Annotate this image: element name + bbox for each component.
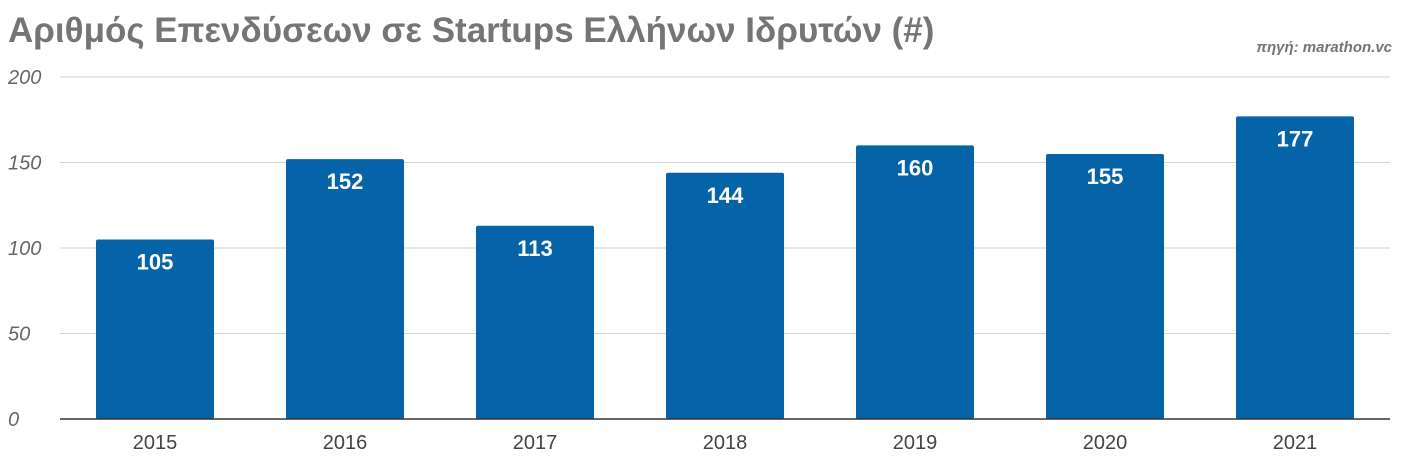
bar-2016 (286, 159, 404, 419)
bar-2019 (856, 145, 974, 419)
bar-2021 (1236, 116, 1354, 419)
data-label-2020: 155 (1087, 164, 1124, 189)
x-tick-label-2017: 2017 (513, 432, 558, 454)
x-tick-label-2020: 2020 (1083, 432, 1128, 454)
x-axis-ticks: 2015 2016 2017 2018 2019 2020 2021 (133, 432, 1318, 454)
data-label-2019: 160 (897, 155, 934, 180)
x-tick-label-2019: 2019 (893, 432, 938, 454)
chart-title: Αριθμός Επενδύσεων σε Startups Ελλήνων Ι… (8, 11, 934, 50)
x-tick-label-2015: 2015 (133, 432, 178, 454)
bar-2018 (666, 172, 784, 419)
data-label-2017: 113 (517, 236, 553, 261)
bar-2015 (96, 239, 214, 419)
bar-2020 (1046, 153, 1164, 419)
chart-source: πηγή: marathon.vc (1256, 39, 1392, 56)
y-axis-ticks: 0 50 100 150 200 (7, 67, 41, 431)
data-label-2021: 177 (1277, 126, 1314, 151)
y-tick-label: 150 (8, 153, 41, 175)
y-tick-label: 50 (8, 324, 30, 346)
bars (96, 116, 1354, 419)
y-tick-label: 200 (7, 67, 41, 89)
x-tick-label-2018: 2018 (703, 432, 748, 454)
data-labels: 105 152 113 144 160 155 177 (137, 126, 1314, 274)
data-label-2015: 105 (137, 249, 174, 274)
data-label-2016: 152 (327, 169, 364, 194)
x-tick-label-2016: 2016 (323, 432, 368, 454)
bar-2017 (476, 225, 594, 419)
x-tick-label-2021: 2021 (1273, 432, 1318, 454)
data-label-2018: 144 (707, 183, 744, 208)
y-tick-label: 100 (8, 238, 41, 260)
y-tick-label: 0 (8, 409, 19, 431)
